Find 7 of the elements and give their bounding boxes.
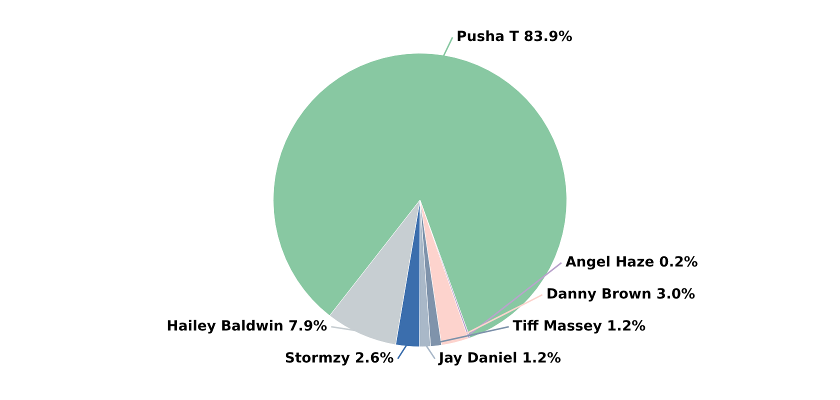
slice-label: Danny Brown 3.0% [546, 286, 696, 302]
slice-label: Pusha T 83.9% [456, 28, 572, 45]
slice-label: Angel Haze 0.2% [565, 254, 698, 270]
slice-label: Tiff Massey 1.2% [512, 318, 646, 334]
slice-label: Stormzy 2.6% [284, 350, 394, 366]
slice-label: Jay Daniel 1.2% [438, 350, 561, 366]
slice-label: Hailey Baldwin 7.9% [166, 318, 328, 334]
